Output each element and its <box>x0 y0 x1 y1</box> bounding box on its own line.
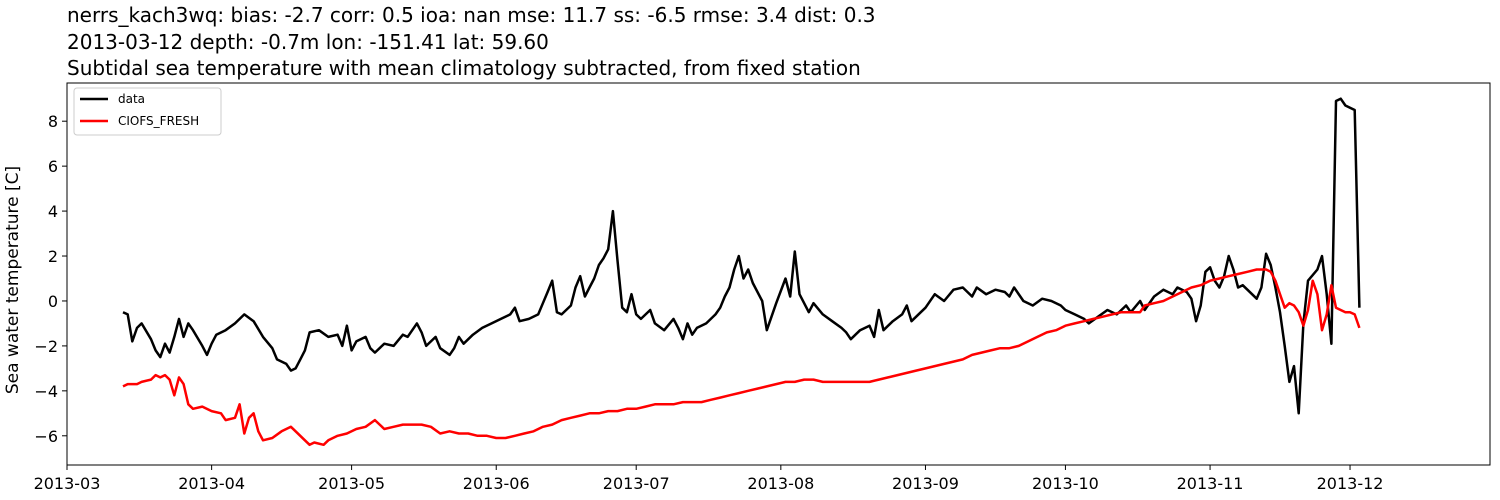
series-line-ciofs-fresh <box>122 268 1361 447</box>
x-tick-label: 2013-09 <box>892 474 959 493</box>
x-tick-label: 2013-07 <box>603 474 670 493</box>
y-tick-label: 4 <box>48 202 58 221</box>
plot-lines <box>122 97 1361 447</box>
legend-box <box>73 87 222 136</box>
y-tick-label: −6 <box>34 427 58 446</box>
y-axis-label: Sea water temperature [C] <box>3 166 23 394</box>
x-tick-label: 2013-08 <box>747 474 814 493</box>
chart-title: nerrs_kach3wq: bias: -2.7 corr: 0.5 ioa:… <box>67 3 876 80</box>
x-tick-label: 2013-06 <box>463 474 530 493</box>
y-tick-label: 2 <box>48 247 58 266</box>
y-tick-label: −2 <box>34 337 58 356</box>
x-tick-label: 2013-03 <box>34 474 101 493</box>
plot-frame <box>66 82 1491 466</box>
x-tick-label: 2013-10 <box>1032 474 1099 493</box>
legend-label: CIOFS_FRESH <box>118 114 199 128</box>
x-tick-label: 2013-11 <box>1177 474 1244 493</box>
y-tick-label: 8 <box>48 112 58 131</box>
legend-label: data <box>118 92 145 106</box>
y-tick-label: −4 <box>34 382 58 401</box>
y-axis: −6 −4 −2 0 2 4 6 8 <box>34 112 67 446</box>
x-tick-label: 2013-04 <box>178 474 245 493</box>
title-line-2: 2013-03-12 depth: -0.7m lon: -151.41 lat… <box>67 30 549 54</box>
x-tick-label: 2013-05 <box>318 474 385 493</box>
title-line-1: nerrs_kach3wq: bias: -2.7 corr: 0.5 ioa:… <box>67 3 876 27</box>
x-tick-label: 2013-12 <box>1317 474 1384 493</box>
x-axis: 2013-03 2013-04 2013-05 2013-06 2013-07 2013-… <box>34 465 1384 493</box>
title-line-3: Subtidal sea temperature with mean clima… <box>67 56 861 80</box>
y-tick-label: 6 <box>48 157 58 176</box>
series-line-data <box>122 97 1361 415</box>
legend: data CIOFS_FRESH <box>73 87 222 136</box>
y-tick-label: 0 <box>48 292 58 311</box>
